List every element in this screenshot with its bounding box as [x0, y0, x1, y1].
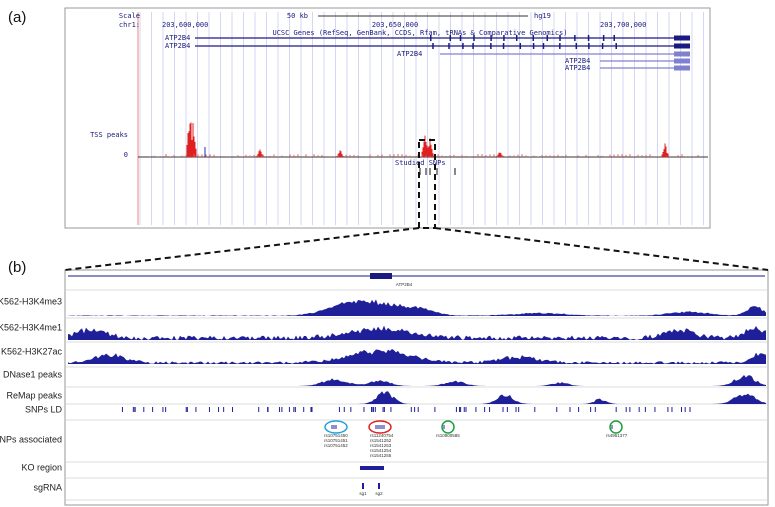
gene-exon [542, 43, 545, 49]
gene-exon [588, 43, 590, 49]
snp-id: rs10900585 [436, 433, 460, 438]
snp-id: rs11240754 [370, 433, 394, 438]
snp-id: rs4951377 [606, 433, 628, 438]
gene-exon [473, 35, 475, 41]
gene-exon [674, 35, 690, 41]
signal-track [68, 348, 766, 364]
track-label: DNase1 peaks [3, 369, 63, 379]
position-label: 203,650,000 [372, 21, 418, 29]
zoom-line [434, 227, 769, 271]
gene-label: ATP2B4 [565, 64, 590, 72]
sgrna-label: sg1 [359, 491, 367, 496]
gene-exon [574, 35, 576, 41]
track-label: SNPs associated [0, 434, 62, 444]
gene-exon [472, 43, 474, 49]
position-label: 203,700,000 [600, 21, 646, 29]
zero-label: 0 [124, 151, 128, 159]
gene-exon [532, 35, 535, 41]
gene-exon [370, 273, 392, 279]
snp-id: rs10751451 [324, 438, 348, 443]
signal-track [68, 299, 766, 316]
gene-exon [532, 43, 535, 49]
gene-label: ATP2B4 [397, 50, 422, 58]
snp-id: rs1541255 [370, 453, 392, 458]
track-label: K562-H3K27ac [1, 346, 63, 356]
gene-label: ATP2B4 [165, 42, 190, 50]
track-label: K562-H3K4me1 [0, 322, 62, 332]
snp-highlight [324, 420, 348, 434]
sgrna-mark [362, 483, 364, 489]
track-label: ReMap peaks [6, 390, 62, 400]
snp-id: rs10751450 [324, 433, 348, 438]
gene-exon [615, 43, 617, 49]
gene-track-label: UCSC Genes (RefSeq, GenBank, CCDS, Rfam,… [272, 29, 567, 37]
panel-label: (a) [8, 9, 26, 26]
gene-exon [490, 43, 492, 49]
gene-exon [448, 43, 450, 49]
snp-id: rs1541254 [370, 448, 392, 453]
zoom-box [418, 139, 436, 229]
assembly-label: hg19 [534, 12, 551, 20]
track-label: sgRNA [33, 482, 62, 492]
gene-exon [613, 35, 615, 41]
gene-exon [674, 43, 690, 49]
gene-exon [575, 43, 578, 49]
gene-exon [519, 43, 522, 49]
gene-exon [559, 43, 561, 49]
position-label: 203,600,000 [162, 21, 208, 29]
zoom-line [64, 227, 420, 271]
gene-exon [459, 35, 462, 41]
panel-b: ATP2B4 K562-H3K4me3 K562-H3K4me1 K562-H3K27… [0, 273, 767, 501]
snp-track-label: Studied SNPs [395, 159, 446, 167]
gene-exon [449, 35, 452, 41]
gene-exon [674, 65, 690, 71]
panel-a-frame [64, 7, 711, 229]
gene-exon [462, 43, 464, 49]
sgrna-mark [378, 483, 380, 489]
gene-exon [515, 35, 518, 41]
gene-exon [432, 43, 434, 49]
zoom-lines [64, 139, 769, 271]
signal-track [68, 325, 766, 340]
scale-label: Scale [119, 12, 140, 20]
gene-exon [490, 35, 492, 41]
tss-label: TSS peaks [90, 131, 128, 139]
snp-id: rs1541253 [370, 443, 392, 448]
gene-label: ATP2B4 [165, 34, 190, 42]
gene-exon [674, 51, 690, 57]
track-label: K562-H3K4me3 [0, 296, 62, 306]
gene-label: ATP2B4 [565, 57, 590, 65]
sgrna-label: sg2 [375, 491, 383, 496]
gene-exon [502, 43, 505, 49]
gene-exon [559, 35, 561, 41]
chrom-label: chr1: [119, 21, 140, 29]
gene-label: ATP2B4 [396, 282, 413, 287]
scale-bar-label: 50 kb [287, 12, 308, 20]
gene-exon [587, 35, 590, 41]
ko-region [360, 466, 384, 470]
gene-exon [503, 35, 505, 41]
panel-label: (b) [8, 259, 26, 276]
gene-exon [430, 35, 432, 41]
gene-exon [602, 35, 605, 41]
snp-id: rs10751452 [324, 443, 348, 448]
track-label: KO region [21, 462, 62, 472]
snp-highlight [368, 420, 392, 434]
track-label: SNPs LD [25, 404, 63, 414]
snp-highlight [441, 420, 455, 434]
gene-exon [674, 58, 690, 64]
gene-exon [601, 43, 604, 49]
snp-id: rs1541252 [370, 438, 392, 443]
gene-exon [546, 35, 549, 41]
snp-highlight [609, 420, 623, 434]
